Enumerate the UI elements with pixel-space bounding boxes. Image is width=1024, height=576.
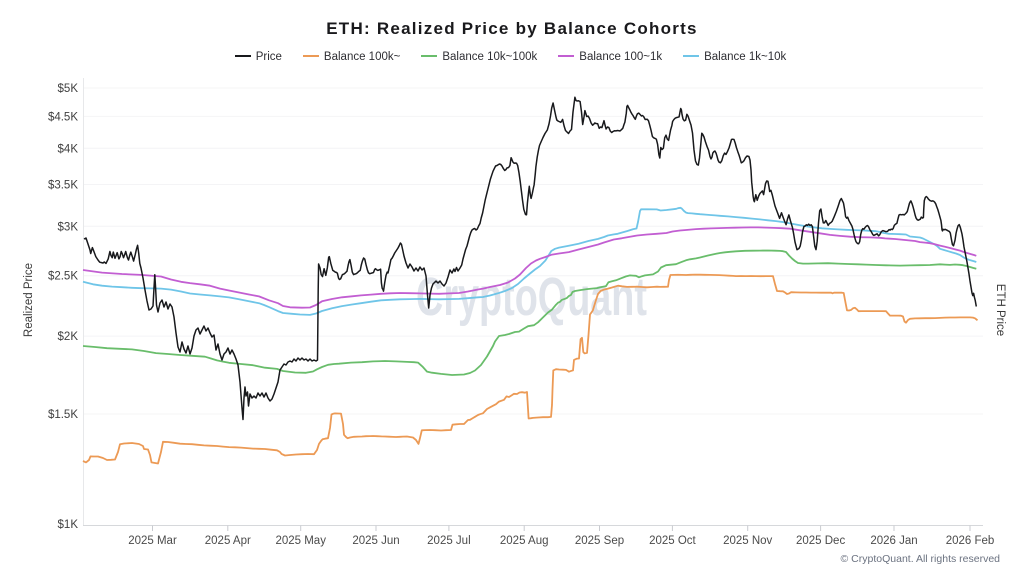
svg-text:2025 Nov: 2025 Nov xyxy=(723,535,772,547)
svg-text:ETH Price: ETH Price xyxy=(994,284,1006,336)
svg-text:$3.5K: $3.5K xyxy=(48,180,78,192)
svg-text:2025 Jun: 2025 Jun xyxy=(352,535,399,547)
svg-text:2025 Dec: 2025 Dec xyxy=(796,535,845,547)
svg-text:2025 Oct: 2025 Oct xyxy=(649,535,696,547)
svg-text:2026 Feb: 2026 Feb xyxy=(946,535,995,547)
svg-text:$5K: $5K xyxy=(58,83,79,95)
svg-text:$2.5K: $2.5K xyxy=(48,271,78,283)
svg-text:2025 Apr: 2025 Apr xyxy=(205,535,251,547)
svg-text:$4K: $4K xyxy=(58,143,79,155)
svg-text:2026 Jan: 2026 Jan xyxy=(870,535,917,547)
svg-text:2025 Mar: 2025 Mar xyxy=(128,535,177,547)
svg-text:Realized Price: Realized Price xyxy=(23,263,35,337)
svg-text:$1.5K: $1.5K xyxy=(48,409,78,421)
svg-text:© CryptoQuant. All rights rese: © CryptoQuant. All rights reserved xyxy=(841,553,1001,565)
svg-text:2025 Sep: 2025 Sep xyxy=(575,535,624,547)
svg-text:$3K: $3K xyxy=(58,221,79,233)
svg-text:CryptoQuant: CryptoQuant xyxy=(416,266,647,326)
svg-text:$1K: $1K xyxy=(58,519,79,531)
svg-text:2025 Aug: 2025 Aug xyxy=(500,535,549,547)
svg-text:$2K: $2K xyxy=(58,331,79,343)
svg-text:$4.5K: $4.5K xyxy=(48,111,78,123)
svg-text:2025 Jul: 2025 Jul xyxy=(427,535,470,547)
svg-text:2025 May: 2025 May xyxy=(275,535,326,547)
